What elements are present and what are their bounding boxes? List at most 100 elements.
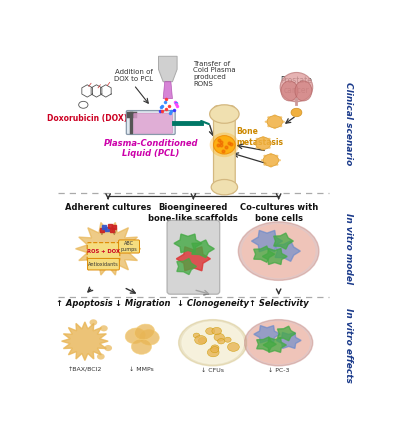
Text: ↓ CFUs: ↓ CFUs — [201, 368, 224, 373]
Ellipse shape — [244, 319, 313, 366]
Polygon shape — [252, 230, 282, 252]
Ellipse shape — [195, 336, 207, 344]
Ellipse shape — [273, 114, 276, 117]
Ellipse shape — [210, 105, 239, 123]
Text: Antioxidants: Antioxidants — [88, 262, 119, 267]
Ellipse shape — [267, 125, 270, 127]
Ellipse shape — [255, 137, 271, 149]
Ellipse shape — [214, 333, 224, 341]
Ellipse shape — [139, 329, 159, 345]
Ellipse shape — [238, 222, 319, 281]
Ellipse shape — [100, 325, 108, 331]
FancyBboxPatch shape — [214, 106, 235, 188]
Ellipse shape — [198, 338, 206, 343]
Ellipse shape — [256, 146, 259, 149]
Ellipse shape — [218, 339, 225, 344]
Text: ABC
pumps: ABC pumps — [121, 241, 138, 252]
Ellipse shape — [281, 81, 298, 101]
Ellipse shape — [275, 163, 278, 166]
Ellipse shape — [242, 225, 315, 277]
Ellipse shape — [131, 339, 152, 354]
Ellipse shape — [253, 142, 256, 145]
FancyBboxPatch shape — [167, 220, 220, 294]
Polygon shape — [176, 247, 210, 271]
Ellipse shape — [179, 319, 247, 366]
Ellipse shape — [268, 146, 271, 149]
Ellipse shape — [224, 337, 231, 342]
Polygon shape — [62, 322, 108, 361]
Ellipse shape — [125, 328, 145, 343]
Text: Bioengineered
bone-like scaffolds: Bioengineered bone-like scaffolds — [148, 203, 238, 223]
Polygon shape — [276, 333, 301, 348]
Polygon shape — [262, 249, 287, 264]
Ellipse shape — [211, 345, 219, 351]
Text: In vitro model: In vitro model — [344, 213, 353, 284]
Ellipse shape — [97, 354, 105, 360]
Ellipse shape — [210, 132, 239, 157]
Ellipse shape — [207, 348, 219, 357]
Text: Doxorubicin (DOX): Doxorubicin (DOX) — [47, 114, 127, 123]
Ellipse shape — [278, 159, 281, 161]
Text: ↑ Apoptosis: ↑ Apoptosis — [56, 299, 113, 308]
Ellipse shape — [279, 125, 282, 127]
Polygon shape — [278, 326, 296, 341]
Ellipse shape — [267, 116, 270, 118]
Ellipse shape — [248, 322, 309, 364]
Text: ↓ PC-3: ↓ PC-3 — [268, 368, 289, 373]
Ellipse shape — [273, 127, 276, 129]
Ellipse shape — [282, 121, 285, 123]
FancyBboxPatch shape — [87, 243, 120, 261]
Ellipse shape — [279, 116, 282, 118]
Ellipse shape — [263, 163, 266, 166]
Ellipse shape — [295, 81, 312, 101]
Text: ↑BAX/BCl2: ↑BAX/BCl2 — [68, 367, 102, 371]
Ellipse shape — [267, 115, 282, 128]
Ellipse shape — [270, 142, 273, 145]
Text: ↓ MMPs: ↓ MMPs — [129, 367, 154, 371]
Polygon shape — [254, 246, 275, 262]
Ellipse shape — [104, 345, 112, 351]
Ellipse shape — [269, 153, 272, 155]
Ellipse shape — [261, 159, 264, 161]
Polygon shape — [274, 233, 293, 249]
Polygon shape — [158, 56, 177, 82]
Polygon shape — [263, 338, 286, 352]
Ellipse shape — [212, 327, 222, 335]
Text: Transfer of
Cold Plasma
produced
RONS: Transfer of Cold Plasma produced RONS — [193, 60, 236, 87]
Polygon shape — [163, 82, 172, 99]
Ellipse shape — [228, 343, 239, 351]
Text: ↓ Clonogeneity: ↓ Clonogeneity — [177, 299, 249, 308]
FancyBboxPatch shape — [118, 240, 140, 253]
Ellipse shape — [280, 73, 313, 102]
Ellipse shape — [214, 135, 235, 154]
Ellipse shape — [182, 322, 244, 364]
Ellipse shape — [206, 328, 215, 334]
Ellipse shape — [211, 180, 238, 195]
Polygon shape — [192, 240, 214, 257]
Text: Plasma-Conditioned
Liquid (PCL): Plasma-Conditioned Liquid (PCL) — [104, 139, 198, 158]
FancyBboxPatch shape — [126, 111, 175, 135]
Polygon shape — [257, 337, 276, 352]
Text: ROS + DOX: ROS + DOX — [87, 250, 120, 254]
Ellipse shape — [269, 165, 272, 167]
Text: Addition of
DOX to PCL: Addition of DOX to PCL — [114, 69, 153, 82]
Ellipse shape — [275, 155, 278, 157]
Text: ↓ Migration: ↓ Migration — [115, 299, 171, 308]
Polygon shape — [177, 258, 196, 274]
Ellipse shape — [135, 324, 154, 340]
Polygon shape — [76, 222, 141, 275]
Polygon shape — [254, 326, 280, 343]
Polygon shape — [275, 241, 300, 261]
Text: Prostate
cancer: Prostate cancer — [280, 76, 312, 95]
Ellipse shape — [263, 154, 279, 166]
Ellipse shape — [90, 319, 97, 326]
Ellipse shape — [262, 148, 265, 151]
Text: Clinical scenario: Clinical scenario — [344, 82, 353, 165]
Ellipse shape — [263, 155, 266, 157]
Ellipse shape — [265, 121, 268, 123]
Ellipse shape — [193, 333, 200, 338]
Text: In vitro effects: In vitro effects — [344, 308, 353, 382]
Polygon shape — [174, 234, 202, 253]
Ellipse shape — [268, 138, 271, 140]
Text: Adherent cultures: Adherent cultures — [65, 203, 151, 212]
